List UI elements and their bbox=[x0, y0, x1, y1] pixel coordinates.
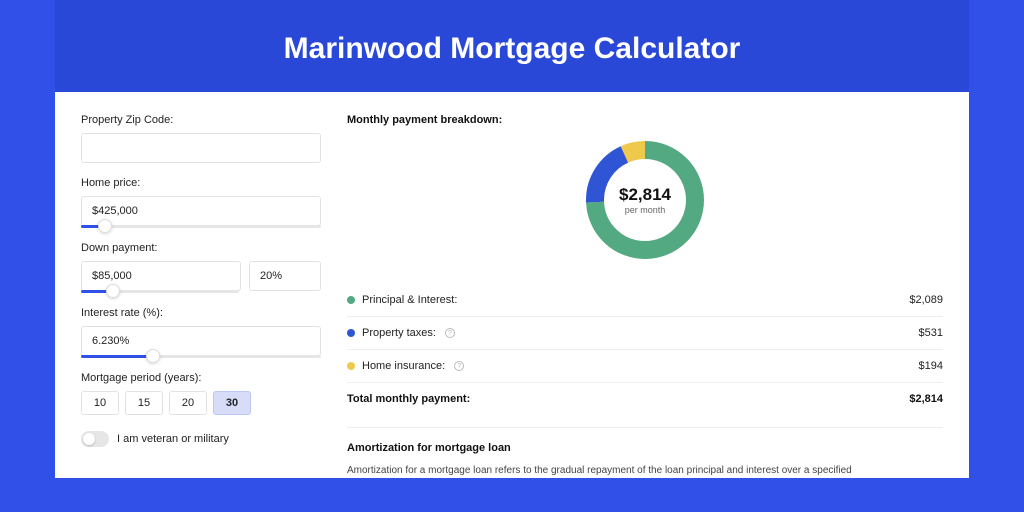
home-price-label: Home price: bbox=[81, 177, 321, 189]
amortization-body: Amortization for a mortgage loan refers … bbox=[347, 464, 943, 478]
form-panel: Property Zip Code: Home price: Down paym… bbox=[81, 114, 321, 478]
zip-input[interactable] bbox=[81, 133, 321, 163]
legend-row: Home insurance:? $194 bbox=[347, 349, 943, 382]
veteran-toggle-row: I am veteran or military bbox=[81, 431, 321, 447]
interest-input[interactable] bbox=[81, 326, 321, 356]
down-payment-slider-thumb[interactable] bbox=[106, 284, 120, 298]
legend-value: $2,089 bbox=[909, 294, 943, 306]
donut-amount: $2,814 bbox=[619, 185, 671, 205]
total-row: Total monthly payment: $2,814 bbox=[347, 382, 943, 415]
period-btn-15[interactable]: 15 bbox=[125, 391, 163, 415]
period-btn-30[interactable]: 30 bbox=[213, 391, 251, 415]
amortization-section: Amortization for mortgage loan Amortizat… bbox=[347, 427, 943, 478]
page-title: Marinwood Mortgage Calculator bbox=[55, 32, 969, 66]
legend-row: Principal & Interest: $2,089 bbox=[347, 284, 943, 316]
zip-field-group: Property Zip Code: bbox=[81, 114, 321, 163]
interest-field-group: Interest rate (%): bbox=[81, 307, 321, 358]
period-btn-10[interactable]: 10 bbox=[81, 391, 119, 415]
total-label: Total monthly payment: bbox=[347, 393, 470, 405]
interest-slider[interactable] bbox=[81, 355, 321, 358]
period-field-group: Mortgage period (years): 10152030 bbox=[81, 372, 321, 415]
donut-chart: $2,814 per month bbox=[581, 136, 709, 264]
info-icon[interactable]: ? bbox=[454, 361, 464, 371]
home-price-field-group: Home price: bbox=[81, 177, 321, 228]
donut-sublabel: per month bbox=[625, 205, 666, 215]
period-label: Mortgage period (years): bbox=[81, 372, 321, 384]
down-payment-label: Down payment: bbox=[81, 242, 321, 254]
interest-label: Interest rate (%): bbox=[81, 307, 321, 319]
legend-value: $194 bbox=[919, 360, 943, 372]
period-btn-20[interactable]: 20 bbox=[169, 391, 207, 415]
down-payment-amount-input[interactable] bbox=[81, 261, 241, 291]
down-payment-field-group: Down payment: bbox=[81, 242, 321, 293]
breakdown-header: Monthly payment breakdown: bbox=[347, 114, 943, 126]
info-icon[interactable]: ? bbox=[445, 328, 455, 338]
amortization-header: Amortization for mortgage loan bbox=[347, 442, 943, 454]
veteran-label: I am veteran or military bbox=[117, 433, 229, 445]
veteran-toggle[interactable] bbox=[81, 431, 109, 447]
legend-label: Principal & Interest: bbox=[362, 294, 457, 306]
legend-dot bbox=[347, 296, 355, 304]
legend-row: Property taxes:? $531 bbox=[347, 316, 943, 349]
home-price-slider[interactable] bbox=[81, 225, 321, 228]
home-price-input[interactable] bbox=[81, 196, 321, 226]
legend-dot bbox=[347, 329, 355, 337]
zip-label: Property Zip Code: bbox=[81, 114, 321, 126]
legend-label: Property taxes: bbox=[362, 327, 436, 339]
calculator-card: Property Zip Code: Home price: Down paym… bbox=[55, 92, 969, 478]
legend-label: Home insurance: bbox=[362, 360, 445, 372]
breakdown-panel: Monthly payment breakdown: $2,814 per mo… bbox=[347, 114, 943, 478]
legend-value: $531 bbox=[919, 327, 943, 339]
legend-dot bbox=[347, 362, 355, 370]
down-payment-slider[interactable] bbox=[81, 290, 239, 293]
donut-chart-wrap: $2,814 per month bbox=[347, 136, 943, 264]
total-value: $2,814 bbox=[909, 393, 943, 405]
home-price-slider-thumb[interactable] bbox=[98, 219, 112, 233]
down-payment-pct-input[interactable] bbox=[249, 261, 321, 291]
veteran-toggle-knob bbox=[83, 433, 95, 445]
interest-slider-thumb[interactable] bbox=[146, 349, 160, 363]
